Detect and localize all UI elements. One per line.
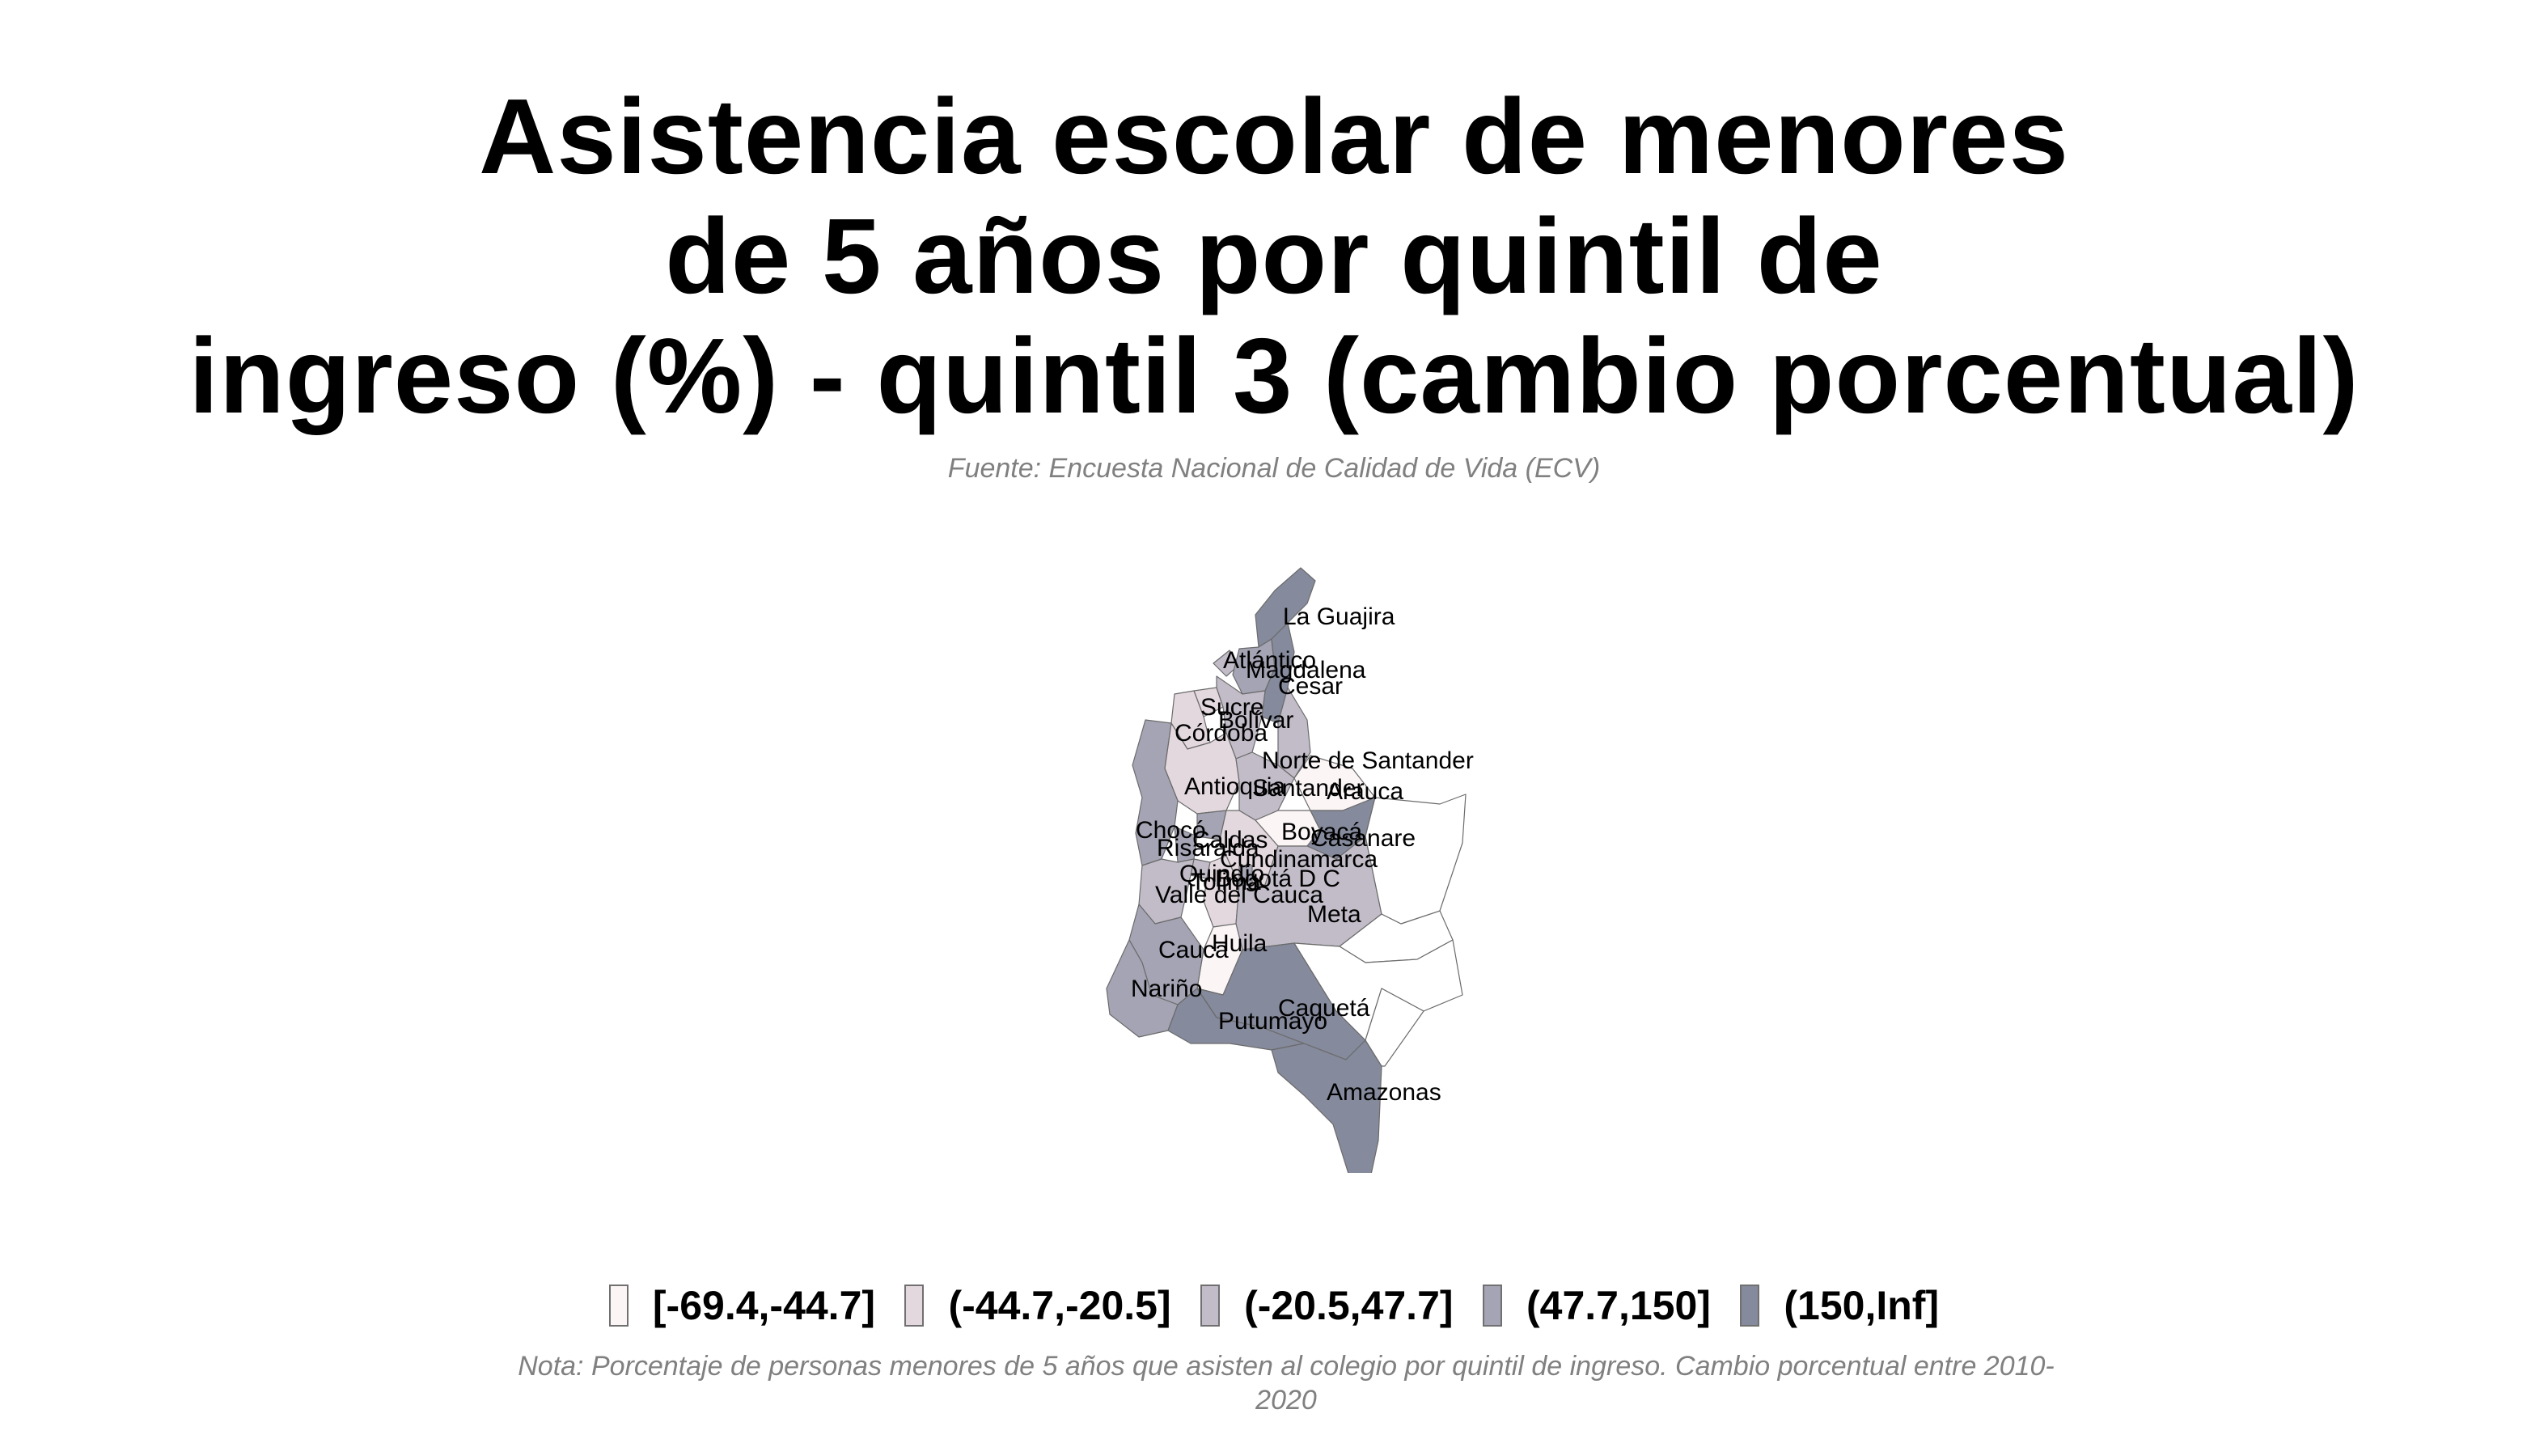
label-antioquia: Antioquia: [1184, 773, 1285, 800]
label-putumayo: Putumayo: [1218, 1008, 1327, 1035]
colombia-choropleth-map: La GuajiraAtlánticoMagdalenaCesarSucreBo…: [1106, 567, 1474, 1173]
label-casanare: Casanare: [1310, 825, 1416, 852]
legend-swatch-4: [1483, 1285, 1502, 1327]
legend-label-4: (47.7,150]: [1526, 1283, 1711, 1328]
label-caqueta: Caquetá: [1278, 995, 1370, 1022]
label-norte-de-santander: Norte de Santander: [1262, 747, 1474, 774]
label-narino: Nariño: [1131, 976, 1202, 1002]
label-tolima: Tolima: [1191, 869, 1261, 895]
label-boyaca: Boyacá: [1281, 819, 1362, 845]
legend-swatch-1: [608, 1285, 629, 1327]
label-la-guajira: La Guajira: [1283, 603, 1395, 630]
label-cauca: Cauca: [1158, 937, 1229, 963]
legend-item-2: (-44.7,-20.5]: [904, 1282, 1171, 1329]
title-line-1: Asistencia escolar de menores: [479, 77, 2069, 196]
legend-swatch-3: [1200, 1285, 1221, 1327]
label-valle-del-cauca: Valle del Cauca: [1155, 882, 1323, 908]
department-vaupes: [1365, 988, 1424, 1067]
title-line-3: ingreso (%) - quintil 3 (cambio porcentu…: [188, 316, 2360, 435]
label-bogota-d-c: Bogotá D C: [1215, 866, 1340, 892]
legend-swatch-2: [904, 1285, 925, 1327]
label-sucre: Sucre: [1200, 694, 1263, 721]
map-title: Asistencia escolar de menores de 5 años …: [0, 77, 2548, 436]
legend-item-5: (150,Inf]: [1740, 1282, 1939, 1329]
label-amazonas: Amazonas: [1327, 1079, 1441, 1106]
label-cesar: Cesar: [1278, 673, 1343, 700]
label-arauca: Arauca: [1327, 778, 1403, 805]
label-risaralda: Risaralda: [1157, 835, 1259, 861]
department-vichada: [1365, 794, 1467, 925]
department-amazonas: [1271, 1039, 1382, 1173]
label-huila: Huila: [1212, 930, 1268, 957]
label-quindio: Quindío: [1179, 861, 1264, 887]
label-santander: Santander: [1252, 775, 1364, 802]
department-guaviare: [1293, 939, 1463, 1041]
label-magdalena: Magdalena: [1246, 657, 1366, 684]
label-atlantico: Atlántico: [1223, 647, 1316, 674]
legend-item-4: (47.7,150]: [1483, 1282, 1711, 1329]
legend-label-3: (-20.5,47.7]: [1244, 1283, 1454, 1328]
label-choco: Chocó: [1136, 817, 1206, 844]
label-cundinamarca: Cundinamarca: [1220, 846, 1378, 873]
legend-label-1: [-69.4,-44.7]: [652, 1283, 876, 1328]
legend: [-69.4,-44.7] (-44.7,-20.5] (-20.5,47.7]…: [0, 1282, 2548, 1329]
label-bolivar: Bolívar: [1218, 707, 1293, 734]
legend-item-3: (-20.5,47.7]: [1200, 1282, 1454, 1329]
label-cordoba: Córdoba: [1175, 720, 1268, 747]
footnote: Nota: Porcentaje de personas menores de …: [518, 1351, 2055, 1416]
label-meta: Meta: [1307, 901, 1361, 928]
label-caldas: Caldas: [1192, 827, 1268, 853]
title-line-2: de 5 años por quintil de: [665, 197, 1883, 315]
department-putumayo: [1167, 988, 1305, 1051]
legend-swatch-5: [1740, 1285, 1760, 1327]
legend-label-5: (150,Inf]: [1784, 1283, 1940, 1328]
legend-item-1: [-69.4,-44.7]: [608, 1282, 876, 1329]
legend-label-2: (-44.7,-20.5]: [948, 1283, 1171, 1328]
source-subtitle: Fuente: Encuesta Nacional de Calidad de …: [947, 453, 1601, 484]
